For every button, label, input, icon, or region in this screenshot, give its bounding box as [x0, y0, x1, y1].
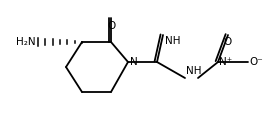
Text: O: O [224, 37, 232, 47]
Text: N⁺: N⁺ [219, 57, 232, 67]
Text: O⁻: O⁻ [249, 57, 263, 67]
Text: NH: NH [186, 66, 202, 76]
Text: N: N [130, 57, 138, 67]
Text: O: O [107, 21, 115, 31]
Text: H₂N: H₂N [16, 37, 36, 47]
Text: NH: NH [165, 36, 180, 46]
